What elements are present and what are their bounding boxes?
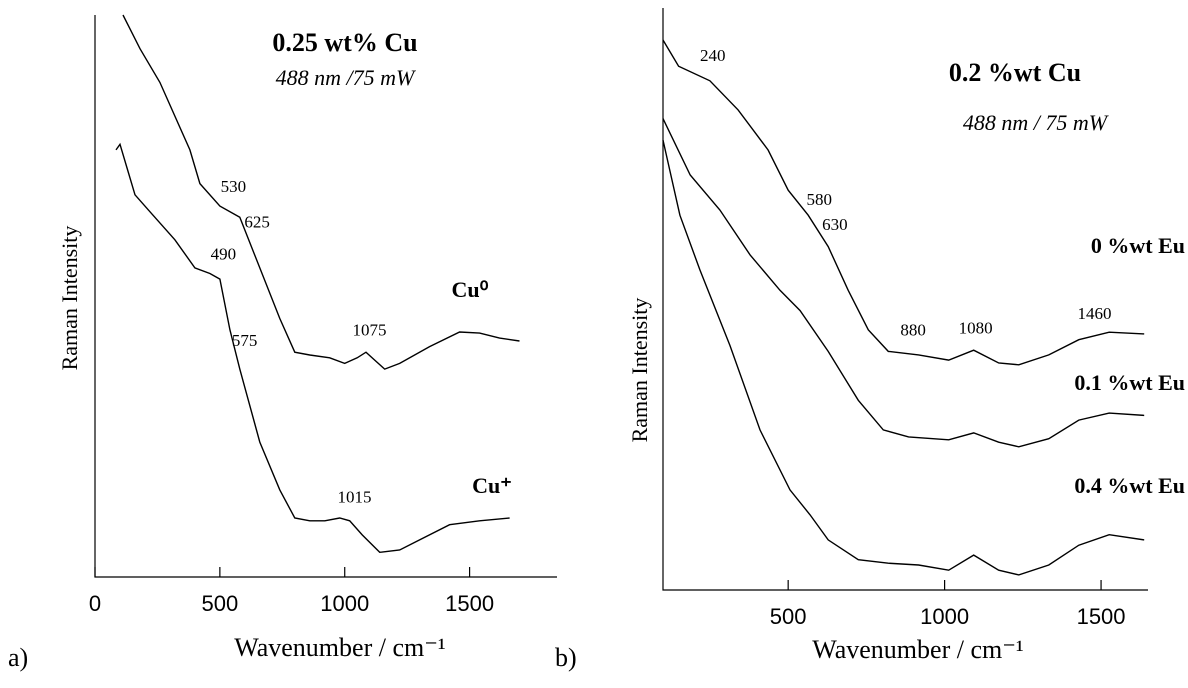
series-label: 0.1 %wt Eu — [1074, 370, 1185, 395]
axes-frame — [662, 8, 1148, 591]
peak-label: 1075 — [352, 321, 386, 340]
x-tick-label: 1000 — [920, 604, 969, 629]
x-tick-label: 1500 — [1077, 604, 1126, 629]
peak-label: 240 — [700, 46, 726, 65]
spectrum-line — [662, 118, 1145, 448]
x-tick-label: 500 — [770, 604, 807, 629]
peak-label: 490 — [211, 245, 237, 264]
spectrum-line — [662, 139, 1145, 576]
peak-label: 880 — [900, 320, 926, 339]
peak-label: 1015 — [337, 487, 371, 506]
y-axis-label: Raman Intensity — [57, 226, 82, 371]
peak-label: 625 — [244, 213, 270, 232]
peak-label: 1080 — [959, 319, 993, 338]
peak-label: 630 — [822, 215, 848, 234]
peak-label: 530 — [221, 177, 247, 196]
x-tick-label: 500 — [202, 591, 239, 616]
series-label: 0.4 %wt Eu — [1074, 473, 1185, 498]
chart-subtitle: 488 nm / 75 mW — [963, 110, 1109, 135]
x-tick-label: 0 — [89, 591, 101, 616]
chart-subtitle: 488 nm /75 mW — [276, 65, 416, 90]
spectrum-line — [662, 39, 1145, 366]
x-tick-label: 1500 — [445, 591, 494, 616]
chart-title: 0.25 wt% Cu — [272, 28, 417, 57]
spectrum-line — [115, 142, 510, 554]
series-label: Cu⁺ — [472, 473, 512, 498]
chart-title: 0.2 %wt Cu — [949, 58, 1081, 87]
y-axis-label: Raman Intensity — [627, 298, 652, 443]
peak-label: 1460 — [1078, 304, 1112, 323]
spectrum-line — [122, 14, 520, 370]
x-axis-label: Wavenumber / cm⁻¹ — [812, 635, 1023, 664]
series-label: Cu⁰ — [452, 277, 489, 302]
panel-label: b) — [555, 643, 577, 672]
panel-label: a) — [8, 643, 28, 672]
peak-label: 575 — [232, 331, 258, 350]
peak-label: 580 — [806, 190, 832, 209]
x-tick-label: 1000 — [320, 591, 369, 616]
x-axis-label: Wavenumber / cm⁻¹ — [234, 633, 445, 662]
series-label: 0 %wt Eu — [1091, 233, 1185, 258]
